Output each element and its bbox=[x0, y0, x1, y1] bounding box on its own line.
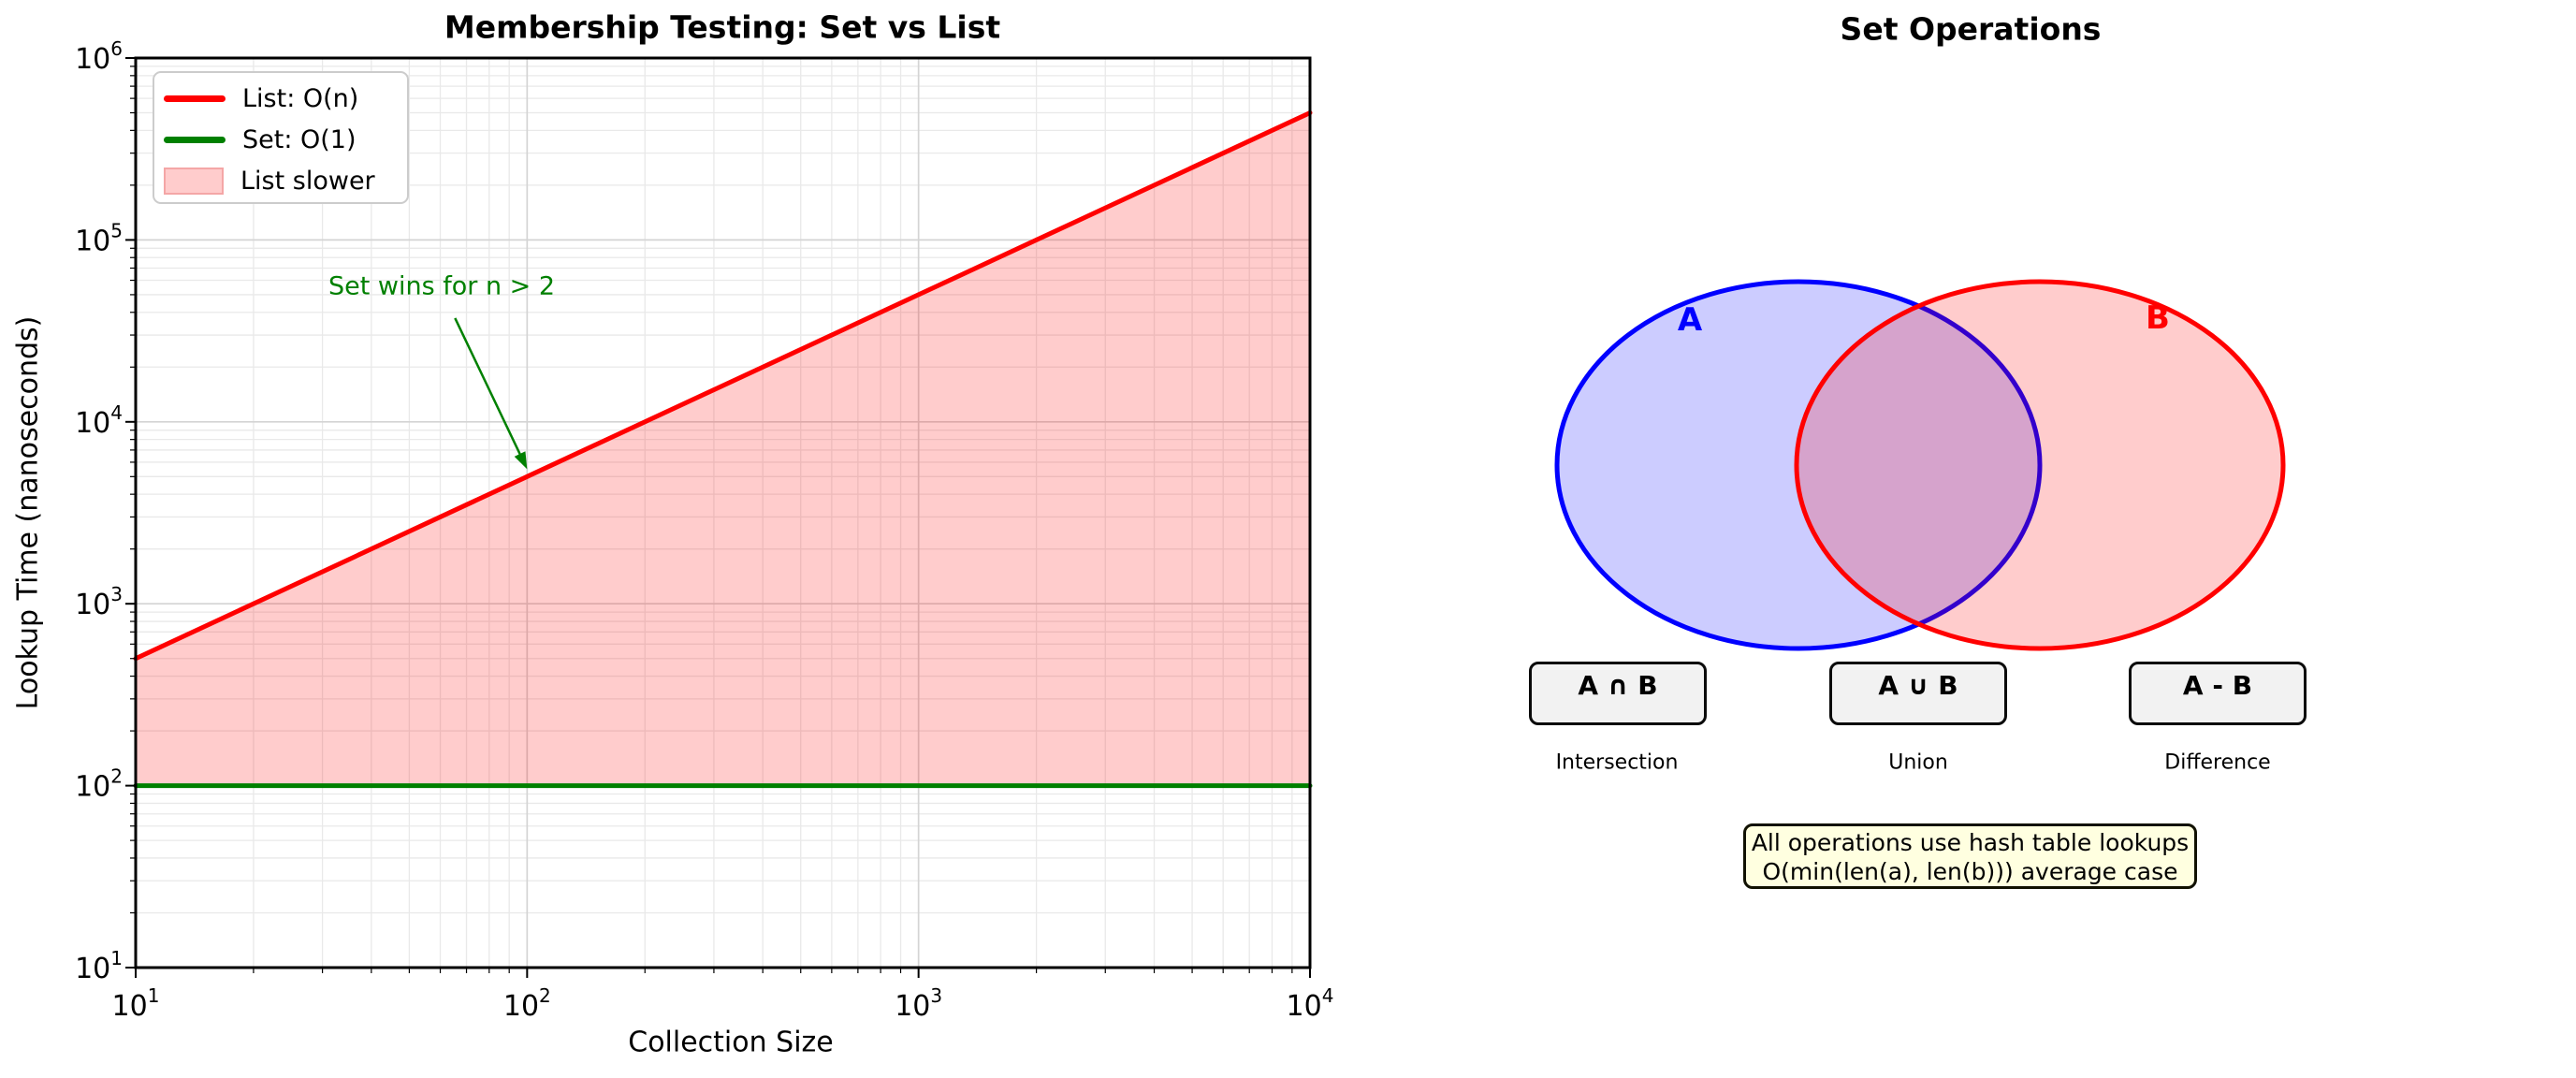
operation-formula-intersection: A ∩ B bbox=[1578, 669, 1658, 701]
note-line-2: O(min(len(a), len(b))) average case bbox=[1762, 858, 2178, 885]
svg-text:102: 102 bbox=[75, 765, 123, 804]
note-line-1: All operations use hash table lookups bbox=[1751, 829, 2190, 856]
svg-text:105: 105 bbox=[75, 219, 123, 257]
legend: List: O(n) Set: O(1) List slower bbox=[153, 71, 409, 204]
operation-name-intersection: Intersection bbox=[1555, 750, 1679, 775]
svg-text:102: 102 bbox=[503, 984, 551, 1023]
svg-text:103: 103 bbox=[75, 583, 123, 621]
legend-item-fill: List slower bbox=[164, 160, 407, 201]
operation-box-intersection: A ∩ B bbox=[1529, 662, 1707, 725]
legend-label-fill: List slower bbox=[240, 166, 375, 196]
annotation-set-wins: Set wins for n > 2 bbox=[327, 271, 556, 301]
legend-item-list: List: O(n) bbox=[164, 78, 407, 119]
legend-label-set: Set: O(1) bbox=[242, 124, 357, 154]
svg-text:106: 106 bbox=[75, 37, 123, 76]
legend-item-set: Set: O(1) bbox=[164, 119, 407, 160]
svg-text:101: 101 bbox=[75, 947, 123, 985]
operation-name-difference: Difference bbox=[2164, 750, 2271, 775]
legend-swatch-list-line bbox=[164, 95, 226, 102]
y-axis-label: Lookup Time (nanoseconds) bbox=[11, 315, 45, 710]
svg-text:104: 104 bbox=[1287, 984, 1334, 1023]
operation-box-union: A ∪ B bbox=[1829, 662, 2007, 725]
legend-label-list: List: O(n) bbox=[242, 83, 359, 113]
operation-name-union: Union bbox=[1888, 750, 1948, 775]
right-panel-title: Set Operations bbox=[1840, 10, 2102, 48]
svg-text:101: 101 bbox=[112, 984, 160, 1023]
svg-text:104: 104 bbox=[75, 401, 123, 440]
note-box: All operations use hash table lookups O(… bbox=[1743, 823, 2197, 889]
operation-formula-union: A ∪ B bbox=[1878, 669, 1958, 701]
x-axis-label: Collection Size bbox=[628, 1026, 834, 1059]
venn-label-a: A bbox=[1677, 301, 1703, 339]
venn-label-b: B bbox=[2146, 299, 2170, 337]
legend-swatch-set-line bbox=[164, 136, 226, 143]
svg-text:103: 103 bbox=[895, 984, 942, 1023]
operation-box-difference: A - B bbox=[2129, 662, 2307, 725]
legend-swatch-fill-patch bbox=[164, 167, 224, 195]
left-chart-title: Membership Testing: Set vs List bbox=[444, 8, 1001, 46]
operation-formula-difference: A - B bbox=[2182, 669, 2253, 701]
